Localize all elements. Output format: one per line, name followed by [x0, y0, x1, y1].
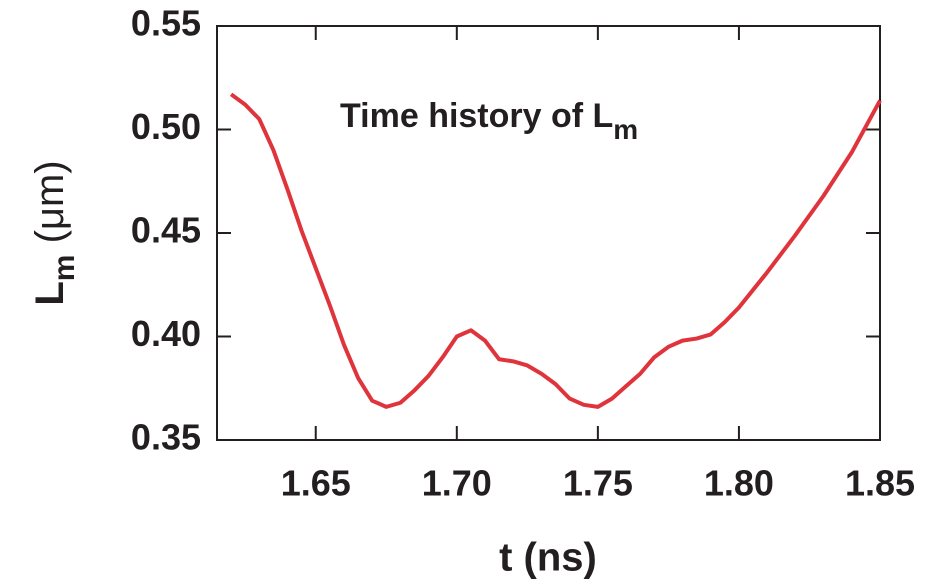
data-line: [229, 92, 882, 409]
y-tick-label: 0.45: [131, 210, 201, 251]
y-label-subscript: m: [48, 255, 81, 282]
x-tick-label: 1.65: [281, 463, 351, 504]
title-subscript: m: [613, 114, 638, 145]
x-tick-label: 1.85: [845, 463, 915, 504]
y-label-unit: (μm): [28, 160, 72, 254]
x-tick-label: 1.70: [422, 463, 492, 504]
x-axis-label: t (ns): [499, 536, 597, 580]
y-tick-label: 0.50: [131, 106, 201, 147]
y-tick-label: 0.35: [131, 417, 201, 458]
y-tick-label: 0.55: [131, 3, 201, 44]
title-text: Time history of L: [340, 97, 613, 135]
chart-title: Time history of Lm: [340, 97, 638, 145]
y-tick-label: 0.40: [131, 313, 201, 354]
y-label-text: L: [28, 281, 72, 305]
y-axis-label: Lm (μm): [28, 160, 81, 305]
x-tick-label: 1.80: [704, 463, 774, 504]
x-tick-label: 1.75: [563, 463, 633, 504]
